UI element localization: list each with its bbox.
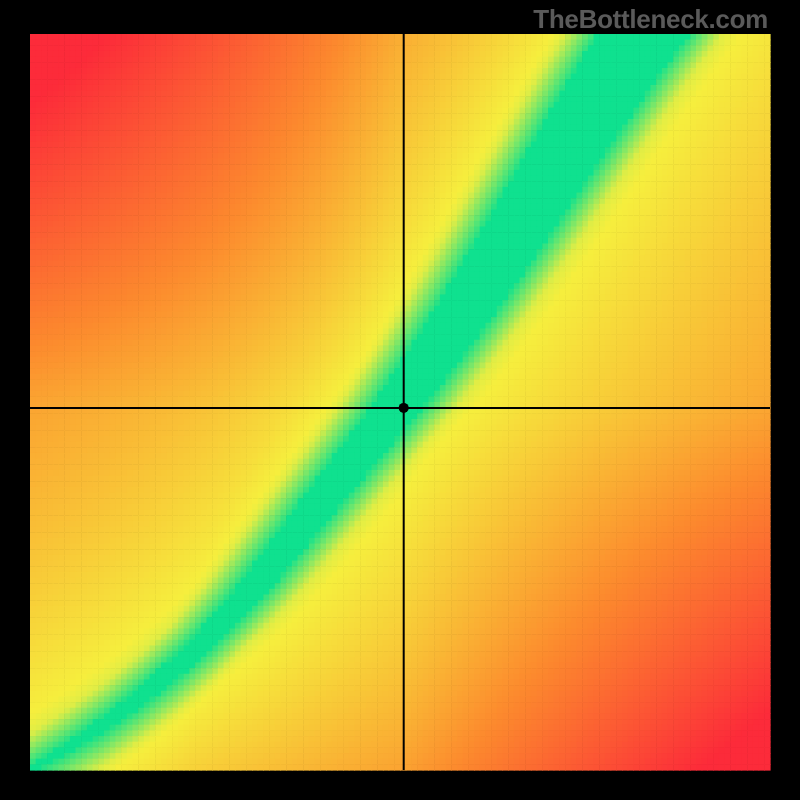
watermark-text: TheBottleneck.com	[533, 4, 768, 35]
bottleneck-heatmap	[0, 0, 800, 800]
chart-container: { "watermark": { "text": "TheBottleneck.…	[0, 0, 800, 800]
